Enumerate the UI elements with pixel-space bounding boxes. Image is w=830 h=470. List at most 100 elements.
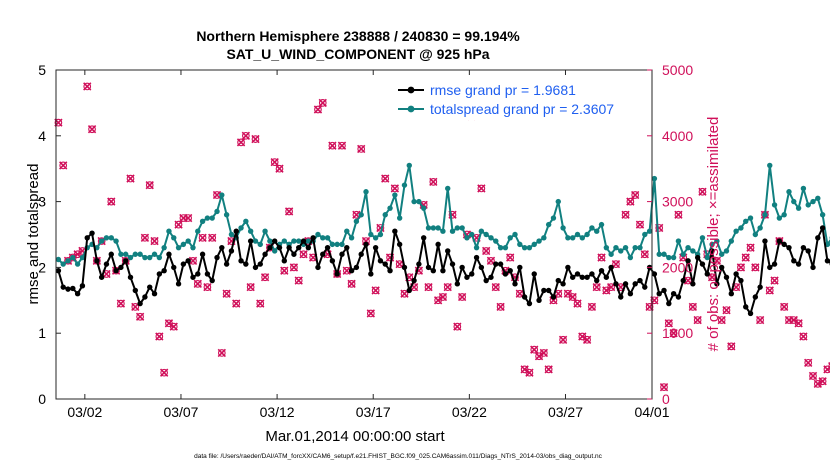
series-point-totalspread	[502, 244, 509, 251]
series-point-rmse	[238, 258, 244, 264]
series-point-rmse	[762, 238, 768, 244]
series-point-totalspread	[478, 228, 485, 234]
series-point-rmse	[714, 281, 720, 287]
series-point-totalspread	[291, 238, 297, 244]
series-point-rmse	[666, 300, 672, 307]
series-point-rmse	[396, 241, 403, 248]
series-point-rmse	[425, 264, 432, 271]
series-point-totalspread	[425, 225, 432, 231]
series-point-rmse	[363, 241, 369, 248]
obs-point	[59, 161, 68, 170]
series-point-rmse	[296, 244, 302, 251]
series-point-rmse	[521, 294, 528, 300]
series-point-rmse	[190, 274, 196, 280]
obs-point	[208, 233, 217, 242]
series-point-totalspread	[118, 251, 124, 257]
series-point-totalspread	[219, 192, 225, 198]
obs-point	[635, 220, 645, 229]
series-point-rmse	[718, 264, 725, 271]
obs-point	[280, 266, 289, 275]
series-point-totalspread	[147, 254, 153, 261]
series-point-rmse	[819, 225, 826, 231]
series-point-rmse	[372, 244, 379, 251]
series-point-rmse	[348, 267, 355, 274]
y-right-tick-label: 1000	[662, 325, 693, 341]
series-point-totalspread	[228, 231, 235, 238]
series-point-totalspread	[473, 244, 480, 251]
series-point-rmse	[368, 271, 374, 277]
obs-point	[270, 157, 279, 167]
series-point-rmse	[618, 294, 624, 300]
obs-point	[347, 279, 356, 289]
series-point-totalspread	[430, 225, 437, 231]
series-point-rmse	[406, 287, 412, 294]
series-point-rmse	[387, 267, 393, 274]
series-point-rmse	[493, 261, 499, 267]
obs-point	[544, 365, 553, 374]
series-point-totalspread	[161, 244, 167, 251]
obs-point	[241, 131, 251, 140]
series-point-totalspread	[420, 205, 427, 211]
obs-point	[780, 302, 789, 312]
series-point-rmse	[113, 267, 119, 274]
series-point-totalspread	[305, 238, 312, 244]
y-right-tick-label: 3000	[662, 194, 693, 210]
series-point-totalspread	[555, 198, 561, 205]
series-point-rmse	[291, 251, 297, 257]
plot-frame	[55, 69, 653, 400]
series-point-totalspread	[315, 231, 321, 238]
series-point-totalspread	[296, 238, 302, 244]
series-point-rmse	[656, 291, 662, 297]
series-point-rmse	[791, 258, 797, 264]
series-point-totalspread	[512, 231, 518, 238]
series-point-totalspread	[714, 238, 720, 244]
series-point-totalspread	[132, 251, 139, 257]
series-point-totalspread	[348, 235, 355, 241]
series-point-rmse	[824, 258, 830, 264]
series-point-totalspread	[180, 241, 187, 248]
series-point-totalspread	[281, 238, 288, 244]
obs-point	[453, 322, 462, 331]
series-point-rmse	[228, 248, 235, 254]
chart-subtitle: SAT_U_WIND_COMPONENT @ 925 hPa	[226, 46, 489, 62]
series-point-rmse	[324, 244, 331, 251]
series-point-totalspread	[594, 228, 600, 234]
y-left-tick-label: 5	[38, 62, 46, 78]
series-point-rmse	[382, 261, 388, 267]
series-point-rmse	[310, 235, 316, 241]
series-point-rmse	[622, 281, 629, 287]
series-point-totalspread	[166, 228, 172, 234]
obs-point	[755, 315, 765, 325]
series-point-totalspread	[79, 254, 86, 261]
series-point-totalspread	[805, 202, 811, 208]
obs-point	[746, 243, 755, 252]
series-point-rmse	[594, 277, 600, 284]
series-point-totalspread	[445, 185, 451, 192]
series-point-totalspread	[454, 225, 461, 231]
series-point-rmse	[70, 285, 76, 292]
series-point-totalspread	[440, 228, 446, 234]
series-point-rmse	[560, 281, 566, 287]
series-point-totalspread	[757, 225, 763, 231]
obs-point	[366, 309, 375, 318]
obs-point	[539, 348, 549, 358]
obs-point	[530, 345, 539, 354]
series-point-rmse	[344, 244, 350, 251]
series-point-rmse	[320, 251, 326, 257]
series-point-totalspread	[598, 221, 605, 228]
series-point-rmse	[257, 261, 263, 267]
series-point-totalspread	[151, 251, 158, 257]
series-point-totalspread	[214, 208, 220, 215]
series-point-totalspread	[786, 189, 792, 195]
series-point-totalspread	[656, 251, 662, 257]
obs-point	[184, 213, 193, 223]
obs-point	[390, 184, 400, 193]
y-axis-right-label: # of obs: o=possible; ×=assimilated	[705, 117, 722, 352]
series-point-totalspread	[718, 251, 725, 257]
series-point-rmse	[767, 264, 773, 271]
series-point-totalspread	[618, 248, 624, 254]
series-point-totalspread	[156, 254, 163, 261]
series-point-rmse	[252, 264, 259, 271]
series-point-totalspread	[507, 235, 513, 241]
obs-point	[318, 98, 327, 108]
